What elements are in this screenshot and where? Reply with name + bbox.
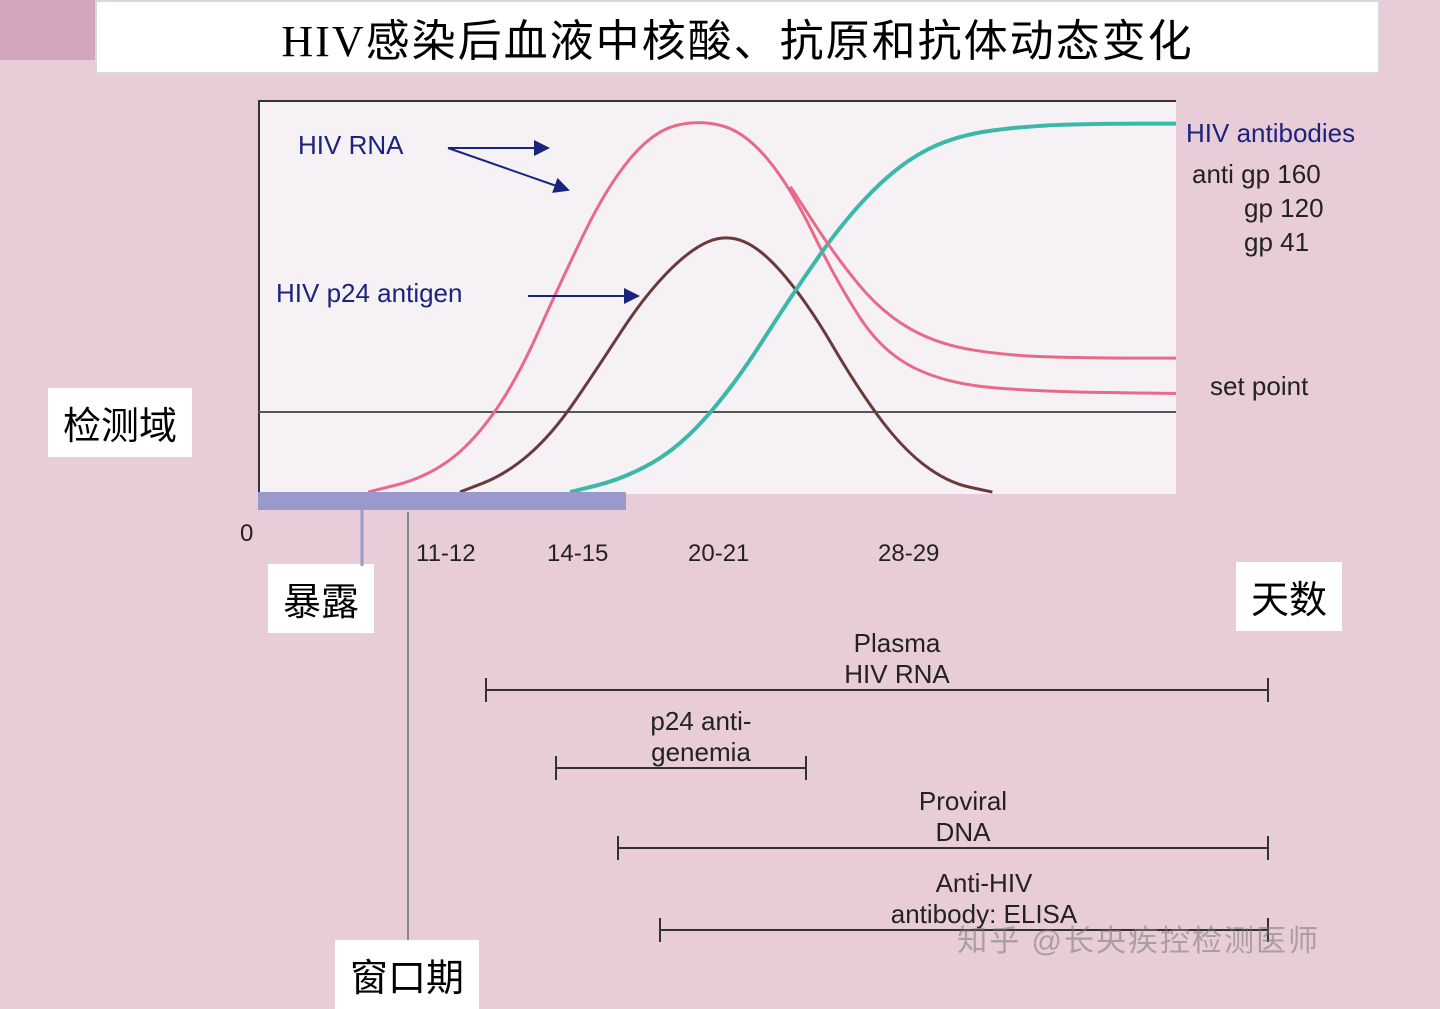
range-label-2: ProviralDNA [863,786,1063,848]
range-brackets [0,0,1440,1000]
watermark: 知乎 @长央疾控检测医师 [957,916,1320,960]
range-label-1: p24 anti-genemia [601,706,801,768]
range-label-0: PlasmaHIV RNA [797,628,997,690]
